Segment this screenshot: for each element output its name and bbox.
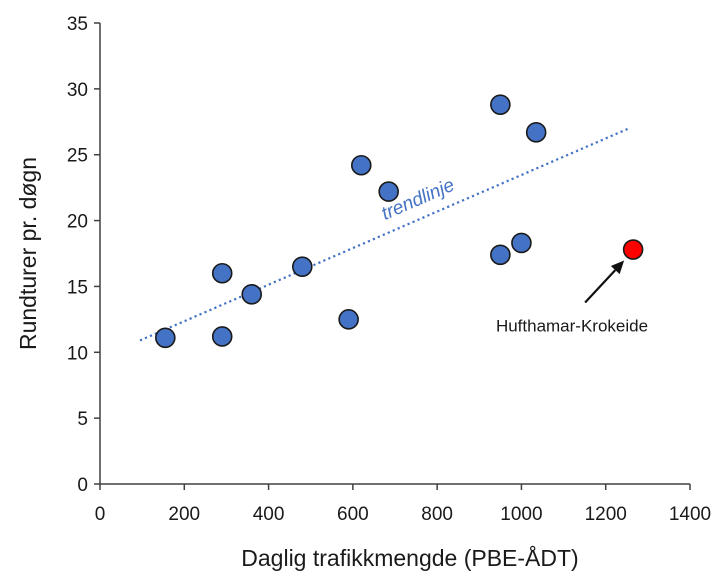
y-tick-label: 10 xyxy=(67,343,88,364)
y-tick-label: 25 xyxy=(67,146,88,167)
y-axis-title: Rundturer pr. døgn xyxy=(15,157,41,350)
trendline-group: trendlinje xyxy=(139,127,630,342)
data-point xyxy=(291,256,313,277)
x-tick-label: 1400 xyxy=(669,504,711,525)
axes: 0 200 400 600 800 1000 1200 1400 0 5 10 15 20 25 30 35 xyxy=(67,14,711,525)
y-ticks: 0 5 10 15 20 25 30 35 xyxy=(67,14,100,496)
y-tick-label: 5 xyxy=(77,409,88,430)
x-tick-label: 200 xyxy=(168,504,200,525)
data-point xyxy=(490,94,511,115)
annotation-arrow xyxy=(584,269,617,304)
data-point xyxy=(241,284,263,305)
x-axis-title: Daglig trafikkmengde (PBE-ÅDT) xyxy=(241,544,578,571)
y-tick-label: 0 xyxy=(77,475,88,496)
data-point xyxy=(378,181,399,202)
x-tick-label: 400 xyxy=(253,504,285,525)
y-tick-label: 15 xyxy=(67,277,88,298)
x-tick-label: 0 xyxy=(95,504,106,525)
x-tick-label: 800 xyxy=(421,504,453,525)
x-tick-label: 600 xyxy=(337,504,369,525)
data-point xyxy=(211,326,233,347)
x-tick-label: 1200 xyxy=(585,504,627,525)
annotation: Hufthamar-Krokeide xyxy=(496,260,648,336)
data-point xyxy=(211,262,233,284)
data-point xyxy=(338,309,359,330)
y-tick-label: 20 xyxy=(67,212,88,233)
trendline xyxy=(139,127,630,342)
data-point xyxy=(155,327,176,349)
x-ticks: 0 200 400 600 800 1000 1200 1400 xyxy=(95,484,711,525)
data-point xyxy=(525,122,547,143)
annotation-arrowhead xyxy=(610,260,625,275)
data-point xyxy=(490,244,511,266)
data-point xyxy=(350,154,372,176)
y-tick-label: 30 xyxy=(67,80,88,101)
x-tick-label: 1000 xyxy=(500,504,542,525)
data-point xyxy=(511,232,532,254)
annotation-label: Hufthamar-Krokeide xyxy=(496,317,648,336)
y-tick-label: 35 xyxy=(67,14,88,35)
data-points xyxy=(155,94,644,349)
highlighted-data-point xyxy=(622,239,644,260)
